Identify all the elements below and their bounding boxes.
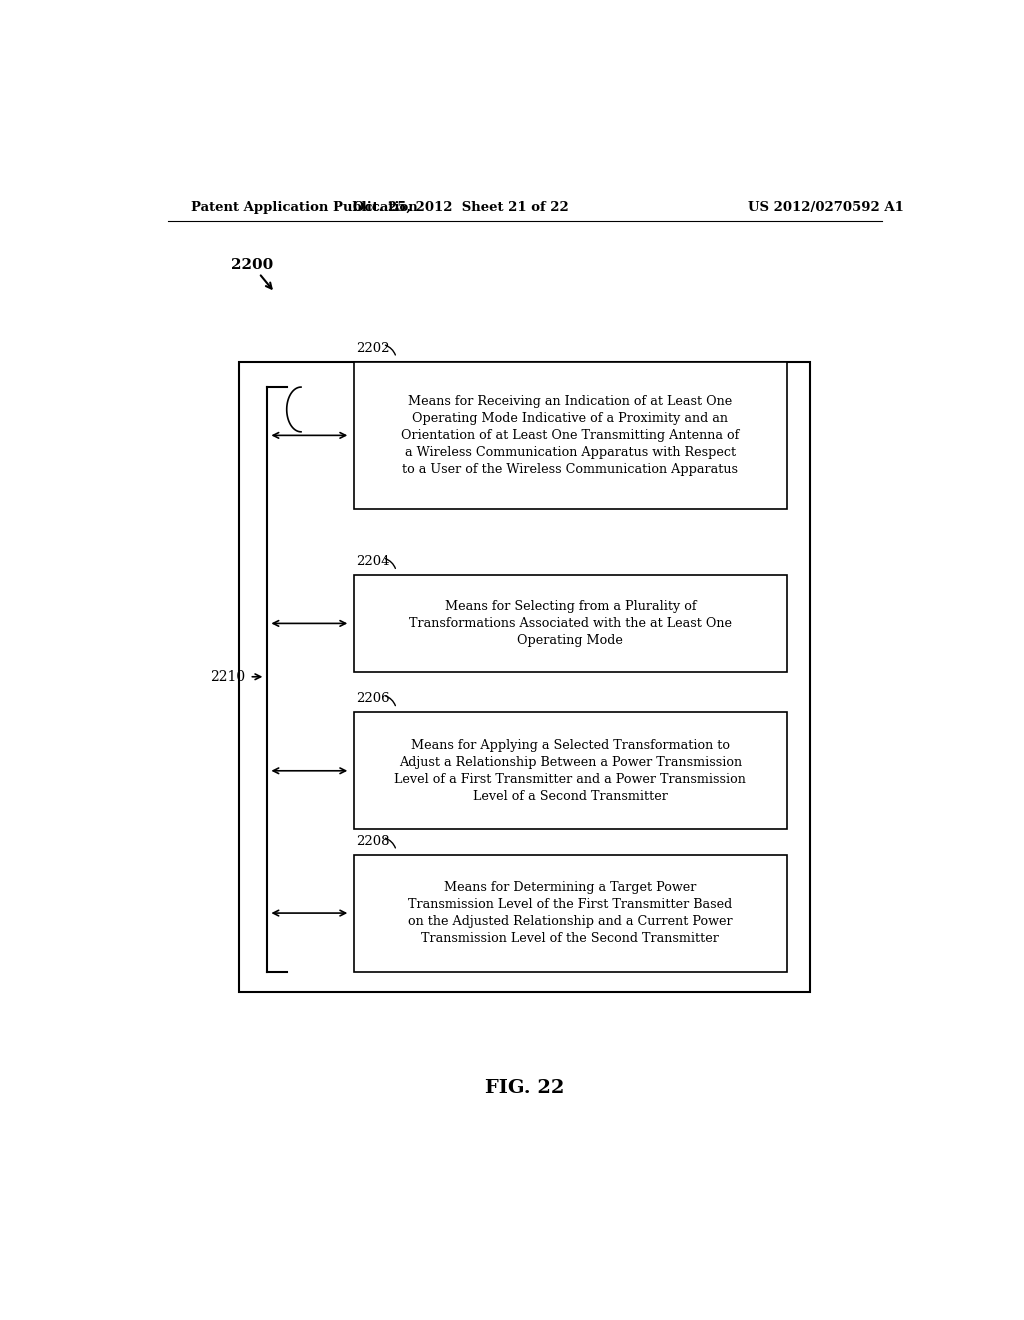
Bar (354, 854, 786, 972)
Text: Means for Applying a Selected Transformation to
Adjust a Relationship Between a : Means for Applying a Selected Transforma… (394, 739, 746, 803)
Bar (240, 362, 811, 991)
Bar (354, 362, 786, 510)
Text: Patent Application Publication: Patent Application Publication (191, 201, 418, 214)
Text: 2202: 2202 (356, 342, 390, 355)
Text: FIG. 22: FIG. 22 (485, 1080, 564, 1097)
Text: Means for Selecting from a Plurality of
Transformations Associated with the at L: Means for Selecting from a Plurality of … (409, 599, 732, 647)
Text: Means for Determining a Target Power
Transmission Level of the First Transmitter: Means for Determining a Target Power Tra… (409, 880, 733, 945)
Bar (354, 713, 786, 829)
Text: 2204: 2204 (356, 554, 390, 568)
Bar (354, 576, 786, 672)
Text: 2208: 2208 (356, 834, 390, 847)
Text: 2210: 2210 (210, 669, 246, 684)
Text: Means for Receiving an Indication of at Least One
Operating Mode Indicative of a: Means for Receiving an Indication of at … (401, 395, 739, 477)
Text: US 2012/0270592 A1: US 2012/0270592 A1 (749, 201, 904, 214)
Text: Oct. 25, 2012  Sheet 21 of 22: Oct. 25, 2012 Sheet 21 of 22 (353, 201, 569, 214)
Text: 2206: 2206 (356, 692, 390, 705)
Text: 2200: 2200 (231, 259, 273, 272)
